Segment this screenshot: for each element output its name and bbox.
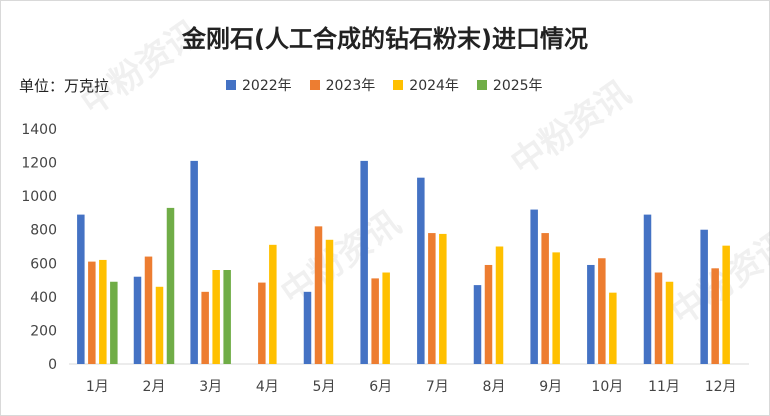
x-tick-label: 2月	[143, 379, 166, 395]
x-tick-label: 1月	[86, 379, 109, 395]
x-tick-label: 12月	[705, 379, 737, 395]
legend-item: 2023年	[309, 75, 376, 95]
legend-swatch	[476, 80, 487, 90]
bar	[258, 282, 266, 364]
x-tick-label: 5月	[313, 379, 336, 395]
bar	[439, 233, 447, 364]
y-tick-label: 400	[30, 290, 57, 306]
bar	[360, 160, 368, 364]
legend-item: 2022年	[226, 75, 292, 95]
bar	[722, 245, 730, 364]
y-tick-label: 800	[30, 223, 57, 239]
chart-title: 金刚石(人工合成的钻石粉末)进口情况	[182, 25, 588, 53]
bar	[665, 281, 674, 364]
legend-label: 2025年	[492, 78, 543, 94]
x-tick-label: 10月	[591, 379, 623, 395]
legend-swatch	[393, 80, 404, 90]
y-tick-label: 1000	[21, 189, 57, 205]
legend-item: 2025年	[476, 75, 543, 95]
bar	[269, 244, 277, 364]
bar	[541, 233, 549, 364]
y-tick-label: 0	[48, 357, 57, 373]
y-tick-label: 1400	[21, 122, 57, 138]
bar	[99, 259, 107, 364]
bar	[325, 239, 334, 364]
bar	[654, 272, 663, 364]
bar	[609, 292, 617, 364]
x-tick-label: 7月	[426, 379, 449, 395]
bar	[166, 207, 175, 364]
legend-label: 2022年	[242, 78, 292, 94]
bar	[643, 214, 652, 364]
bar	[201, 291, 209, 364]
bar	[700, 229, 708, 364]
bar	[155, 286, 164, 364]
bar	[711, 268, 719, 364]
x-tick-label: 9月	[539, 379, 562, 395]
y-tick-label: 1200	[21, 156, 57, 172]
y-tick-label: 600	[30, 256, 57, 272]
bar	[371, 278, 379, 364]
bar	[587, 264, 595, 364]
y-tick-label: 200	[30, 323, 57, 339]
x-tick-label: 8月	[483, 379, 506, 395]
unit-label: 单位：万克拉	[19, 77, 110, 95]
bar	[190, 160, 198, 364]
bar	[382, 272, 390, 364]
bar	[212, 270, 220, 364]
legend-label: 2024年	[409, 78, 459, 94]
bar	[88, 261, 96, 364]
legend-item: 2024年	[393, 75, 459, 95]
bar	[77, 214, 85, 364]
legend-swatch	[226, 80, 236, 90]
x-tick-label: 6月	[369, 379, 392, 395]
bar	[598, 258, 606, 364]
bar	[110, 281, 118, 364]
legend-label: 2023年	[325, 78, 376, 94]
bar	[473, 285, 482, 364]
bar	[552, 252, 560, 364]
bar	[144, 256, 153, 364]
bar	[314, 226, 323, 364]
x-tick-label: 4月	[256, 379, 279, 395]
bar	[133, 276, 142, 364]
bar	[484, 264, 493, 364]
x-tick-label: 3月	[199, 379, 222, 395]
bar	[428, 233, 436, 364]
bar	[495, 246, 504, 364]
legend-swatch	[309, 80, 320, 90]
bar	[530, 209, 538, 364]
x-tick-label: 11月	[648, 379, 680, 395]
bar	[417, 177, 425, 364]
chart-legend: 2022年 2023年 2024年 2025年	[226, 75, 543, 95]
bar	[303, 291, 312, 364]
bar	[223, 270, 231, 364]
